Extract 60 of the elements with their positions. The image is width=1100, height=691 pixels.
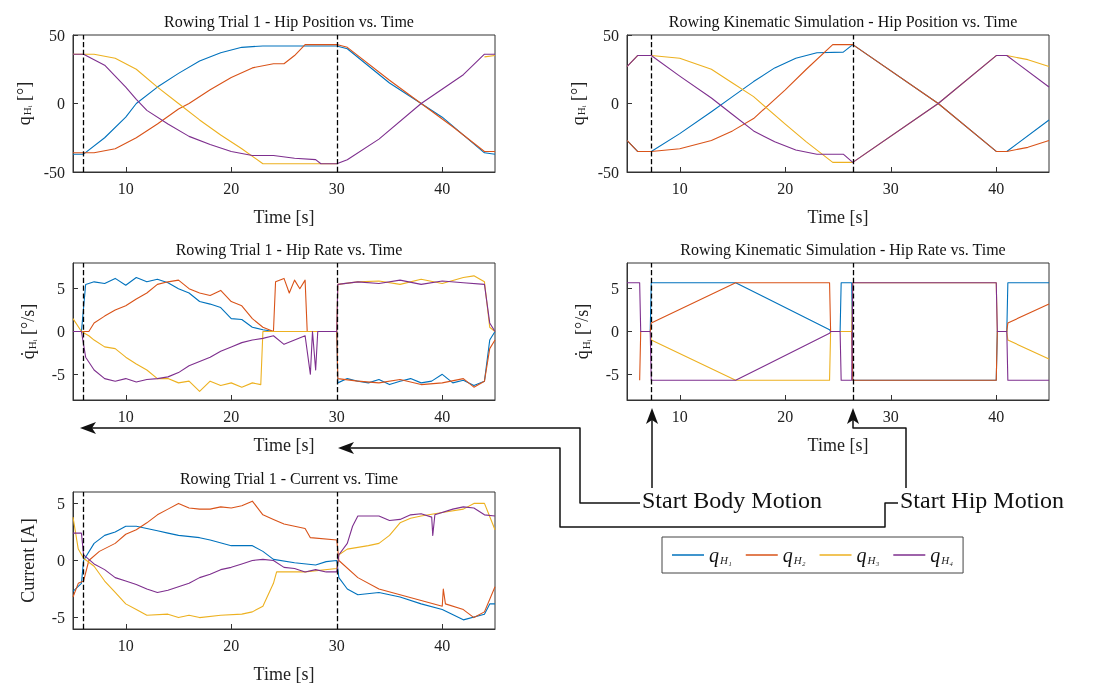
x-tick-label: 30 bbox=[328, 636, 345, 654]
chart-title: Rowing Kinematic Simulation - Hip Position vs. Time bbox=[668, 12, 1018, 31]
y-tick-label: 0 bbox=[611, 323, 619, 340]
line-series bbox=[72, 525, 496, 621]
x-axis-title: Time [s] bbox=[807, 435, 869, 455]
y-axis-title: q̇Hᵢ [°/s] bbox=[572, 303, 592, 360]
y-tick-label: -5 bbox=[605, 365, 619, 383]
x-tick-label: 20 bbox=[223, 407, 240, 425]
line-series bbox=[626, 55, 1050, 163]
x-axis-title: Time [s] bbox=[253, 435, 315, 455]
x-tick-label: 30 bbox=[328, 179, 345, 197]
y-axis-title: q̇Hᵢ [°/s] bbox=[18, 303, 38, 360]
x-tick-label: 40 bbox=[434, 636, 451, 654]
legend-label: qH₂ bbox=[782, 544, 806, 567]
x-tick-label: 10 bbox=[117, 179, 134, 197]
legend-label: qH₁ bbox=[709, 544, 732, 567]
x-tick-label: 30 bbox=[328, 407, 345, 425]
legend-label: qH₃ bbox=[856, 544, 880, 567]
line-series bbox=[626, 44, 1050, 152]
x-tick-label: 20 bbox=[223, 636, 240, 654]
text: Start Body Motion bbox=[642, 487, 823, 513]
y-tick-label: -50 bbox=[43, 163, 65, 181]
x-axis-title: Time [s] bbox=[253, 207, 315, 227]
y-tick-label: 50 bbox=[603, 26, 619, 44]
y-tick-label: 0 bbox=[57, 552, 65, 569]
y-tick-label: 5 bbox=[57, 280, 65, 298]
x-axis-title: Time [s] bbox=[807, 207, 869, 227]
legend-label: qH₄ bbox=[930, 544, 954, 567]
chart-title: Rowing Trial 1 - Hip Rate vs. Time bbox=[175, 240, 403, 259]
y-tick-label: 5 bbox=[611, 280, 619, 298]
x-tick-label: 40 bbox=[988, 407, 1005, 425]
x-tick-label: 40 bbox=[434, 407, 451, 425]
x-tick-label: 10 bbox=[671, 407, 688, 425]
y-tick-label: 0 bbox=[611, 95, 619, 112]
x-axis-title: Time [s] bbox=[253, 664, 315, 684]
x-tick-label: 30 bbox=[882, 179, 899, 197]
x-tick-label: 40 bbox=[434, 179, 451, 197]
y-tick-label: 0 bbox=[57, 323, 65, 340]
x-tick-label: 20 bbox=[223, 179, 240, 197]
y-tick-label: 0 bbox=[57, 95, 65, 112]
y-tick-label: -5 bbox=[51, 365, 65, 383]
x-tick-label: 10 bbox=[117, 407, 134, 425]
chart-title: Rowing Kinematic Simulation - Hip Rate vs. Time bbox=[680, 240, 1006, 259]
x-tick-label: 20 bbox=[777, 179, 794, 197]
y-tick-label: 5 bbox=[57, 494, 65, 512]
x-tick-label: 20 bbox=[777, 407, 794, 425]
y-tick-label: 50 bbox=[49, 26, 65, 44]
y-axis-title: qHᵢ [°] bbox=[567, 81, 588, 126]
y-tick-label: -5 bbox=[51, 609, 65, 627]
x-tick-label: 40 bbox=[988, 179, 1005, 197]
x-tick-label: 30 bbox=[882, 407, 899, 425]
chart-title: Rowing Trial 1 - Hip Position vs. Time bbox=[164, 12, 414, 31]
chart-title: Rowing Trial 1 - Current vs. Time bbox=[179, 469, 399, 488]
y-tick-label: -50 bbox=[597, 163, 619, 181]
text: Start Hip Motion bbox=[900, 487, 1065, 513]
x-tick-label: 10 bbox=[117, 636, 134, 654]
x-tick-label: 10 bbox=[671, 179, 688, 197]
line-series bbox=[72, 506, 496, 594]
y-axis-title: qHᵢ [°] bbox=[13, 81, 34, 126]
y-axis-title: Current [A] bbox=[18, 518, 38, 603]
